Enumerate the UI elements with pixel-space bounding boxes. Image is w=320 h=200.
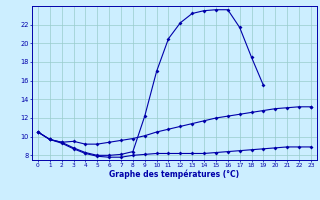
X-axis label: Graphe des températures (°C): Graphe des températures (°C) xyxy=(109,170,239,179)
